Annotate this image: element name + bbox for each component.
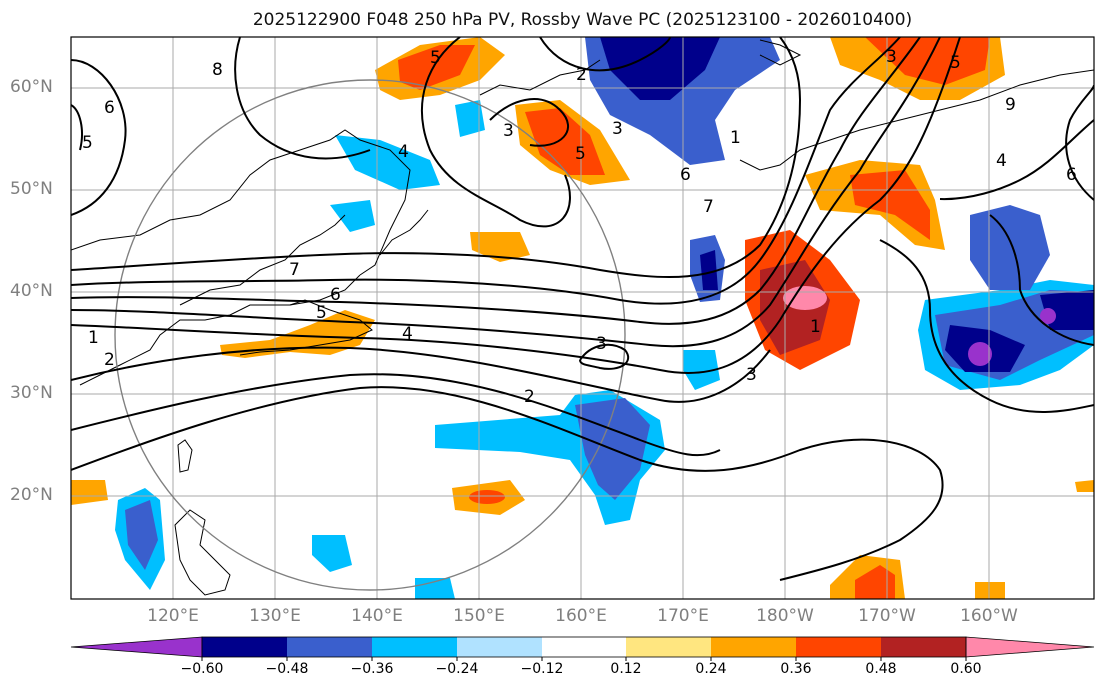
chart-title: 2025122900 F048 250 hPa PV, Rossby Wave … <box>252 10 913 30</box>
colorbar-bin <box>881 637 966 657</box>
contour-label: 9 <box>1005 95 1016 115</box>
longitude-label: 160°E <box>555 606 607 626</box>
contour-label: 2 <box>576 65 587 85</box>
longitude-label: 140°E <box>351 606 403 626</box>
contour-label: 6 <box>1066 165 1077 185</box>
colorbar-bin <box>542 637 626 657</box>
positive-anomaly-north-core <box>398 45 475 90</box>
colorbar-bin <box>372 637 457 657</box>
negative-anomaly-purple-2 <box>1040 308 1056 324</box>
contour-label: 1 <box>730 128 741 148</box>
contour-label: 2 <box>104 350 115 370</box>
longitude-label: 130°E <box>249 606 301 626</box>
colorbar-bin <box>457 637 542 657</box>
map-frame <box>70 36 1095 600</box>
contour-label: 5 <box>316 303 327 323</box>
longitude-label: 160°W <box>960 606 1018 626</box>
contour-label: 3 <box>886 47 897 67</box>
contour-label: 7 <box>289 260 300 280</box>
contour-label: 8 <box>212 60 223 80</box>
negative-anomaly-kuril-core <box>700 250 718 290</box>
contour-label: 5 <box>575 144 586 164</box>
latitude-label: 20°N <box>10 485 53 505</box>
positive-anomaly-small-2 <box>71 480 108 505</box>
negative-anomaly-small-2 <box>455 100 485 137</box>
negative-anomaly-purple-1 <box>968 342 992 366</box>
contour-label: 4 <box>402 324 413 344</box>
reference-circle <box>114 79 626 591</box>
negative-anomaly-northeast <box>970 205 1050 290</box>
contour-label: 5 <box>950 53 961 73</box>
longitude-label: 180°W <box>756 606 814 626</box>
negative-anomaly-westpac-core <box>125 500 158 570</box>
colorbar-tick-label: 0.12 <box>610 661 642 677</box>
colorbar-min-extension <box>70 636 203 658</box>
contour-label: 3 <box>746 365 757 385</box>
positive-anomaly-small-3 <box>975 582 1005 599</box>
latitude-label: 50°N <box>10 179 53 199</box>
colorbar-tick-label: 0.36 <box>780 661 812 677</box>
contour-label: 2 <box>524 387 535 407</box>
colorbar-tick-label: 0.60 <box>950 661 982 677</box>
negative-anomaly-small-4 <box>415 578 455 599</box>
longitude-label: 120°E <box>147 606 199 626</box>
negative-anomaly-korea <box>330 200 375 232</box>
contour-label: 5 <box>82 133 93 153</box>
colorbar-bin <box>202 637 287 657</box>
contour-label: 3 <box>596 334 607 354</box>
colorbar-tick-label: −0.60 <box>180 661 224 677</box>
longitude-label: 170°W <box>858 606 916 626</box>
contour-label: 1 <box>88 328 99 348</box>
negative-anomaly-small-3 <box>683 350 720 390</box>
colorbar-bin <box>711 637 796 657</box>
colorbar-tick-label: −0.24 <box>435 661 479 677</box>
contour-label: 4 <box>398 142 409 162</box>
positive-anomaly-dateline-peak <box>783 286 827 310</box>
positive-anomaly-tropical-core <box>469 490 505 504</box>
colorbar-bin <box>796 637 881 657</box>
contour-label: 1 <box>810 317 821 337</box>
contour-label: 3 <box>612 119 623 139</box>
contour-label: 6 <box>330 285 341 305</box>
pv-contours <box>71 37 1094 581</box>
colorbar-tick-label: −0.12 <box>520 661 564 677</box>
latitude-label: 30°N <box>10 383 53 403</box>
colorbar-bin <box>287 637 372 657</box>
negative-anomaly-japan-sea <box>335 135 440 190</box>
positive-anomaly-northeast-core <box>850 170 930 240</box>
contour-label: 6 <box>680 165 691 185</box>
colorbar-tick-label: −0.36 <box>350 661 394 677</box>
longitude-label: 170°E <box>657 606 709 626</box>
contour-label: 3 <box>503 121 514 141</box>
contour-label: 4 <box>996 151 1007 171</box>
negative-anomaly-small-1 <box>312 535 352 572</box>
longitude-label: 150°E <box>453 606 505 626</box>
colorbar <box>70 636 1095 661</box>
contour-label: 6 <box>104 98 115 118</box>
coastlines <box>71 39 1094 596</box>
contour-label: 7 <box>703 197 714 217</box>
positive-anomaly-hawaii-south-core <box>855 565 895 599</box>
colorbar-tick-label: 0.48 <box>865 661 897 677</box>
colorbar-tick-label: 0.24 <box>695 661 727 677</box>
colorbar-tick-label: −0.48 <box>265 661 309 677</box>
positive-anomaly-small-1 <box>470 232 530 262</box>
positive-anomaly-small-4 <box>1075 480 1094 492</box>
latitude-label: 40°N <box>10 281 53 301</box>
negative-anomaly-north-pacific-core <box>600 37 720 100</box>
colorbar-max-extension <box>965 636 1095 658</box>
contour-labels: 8 6 5 5 3 5 4 7 6 5 4 2 1 3 2 3 1 6 7 1 … <box>82 47 1077 407</box>
latitude-label: 60°N <box>10 77 53 97</box>
colorbar-bin <box>626 637 711 657</box>
contour-label: 5 <box>430 48 441 68</box>
positive-anomaly-okhotsk-core <box>525 108 605 175</box>
